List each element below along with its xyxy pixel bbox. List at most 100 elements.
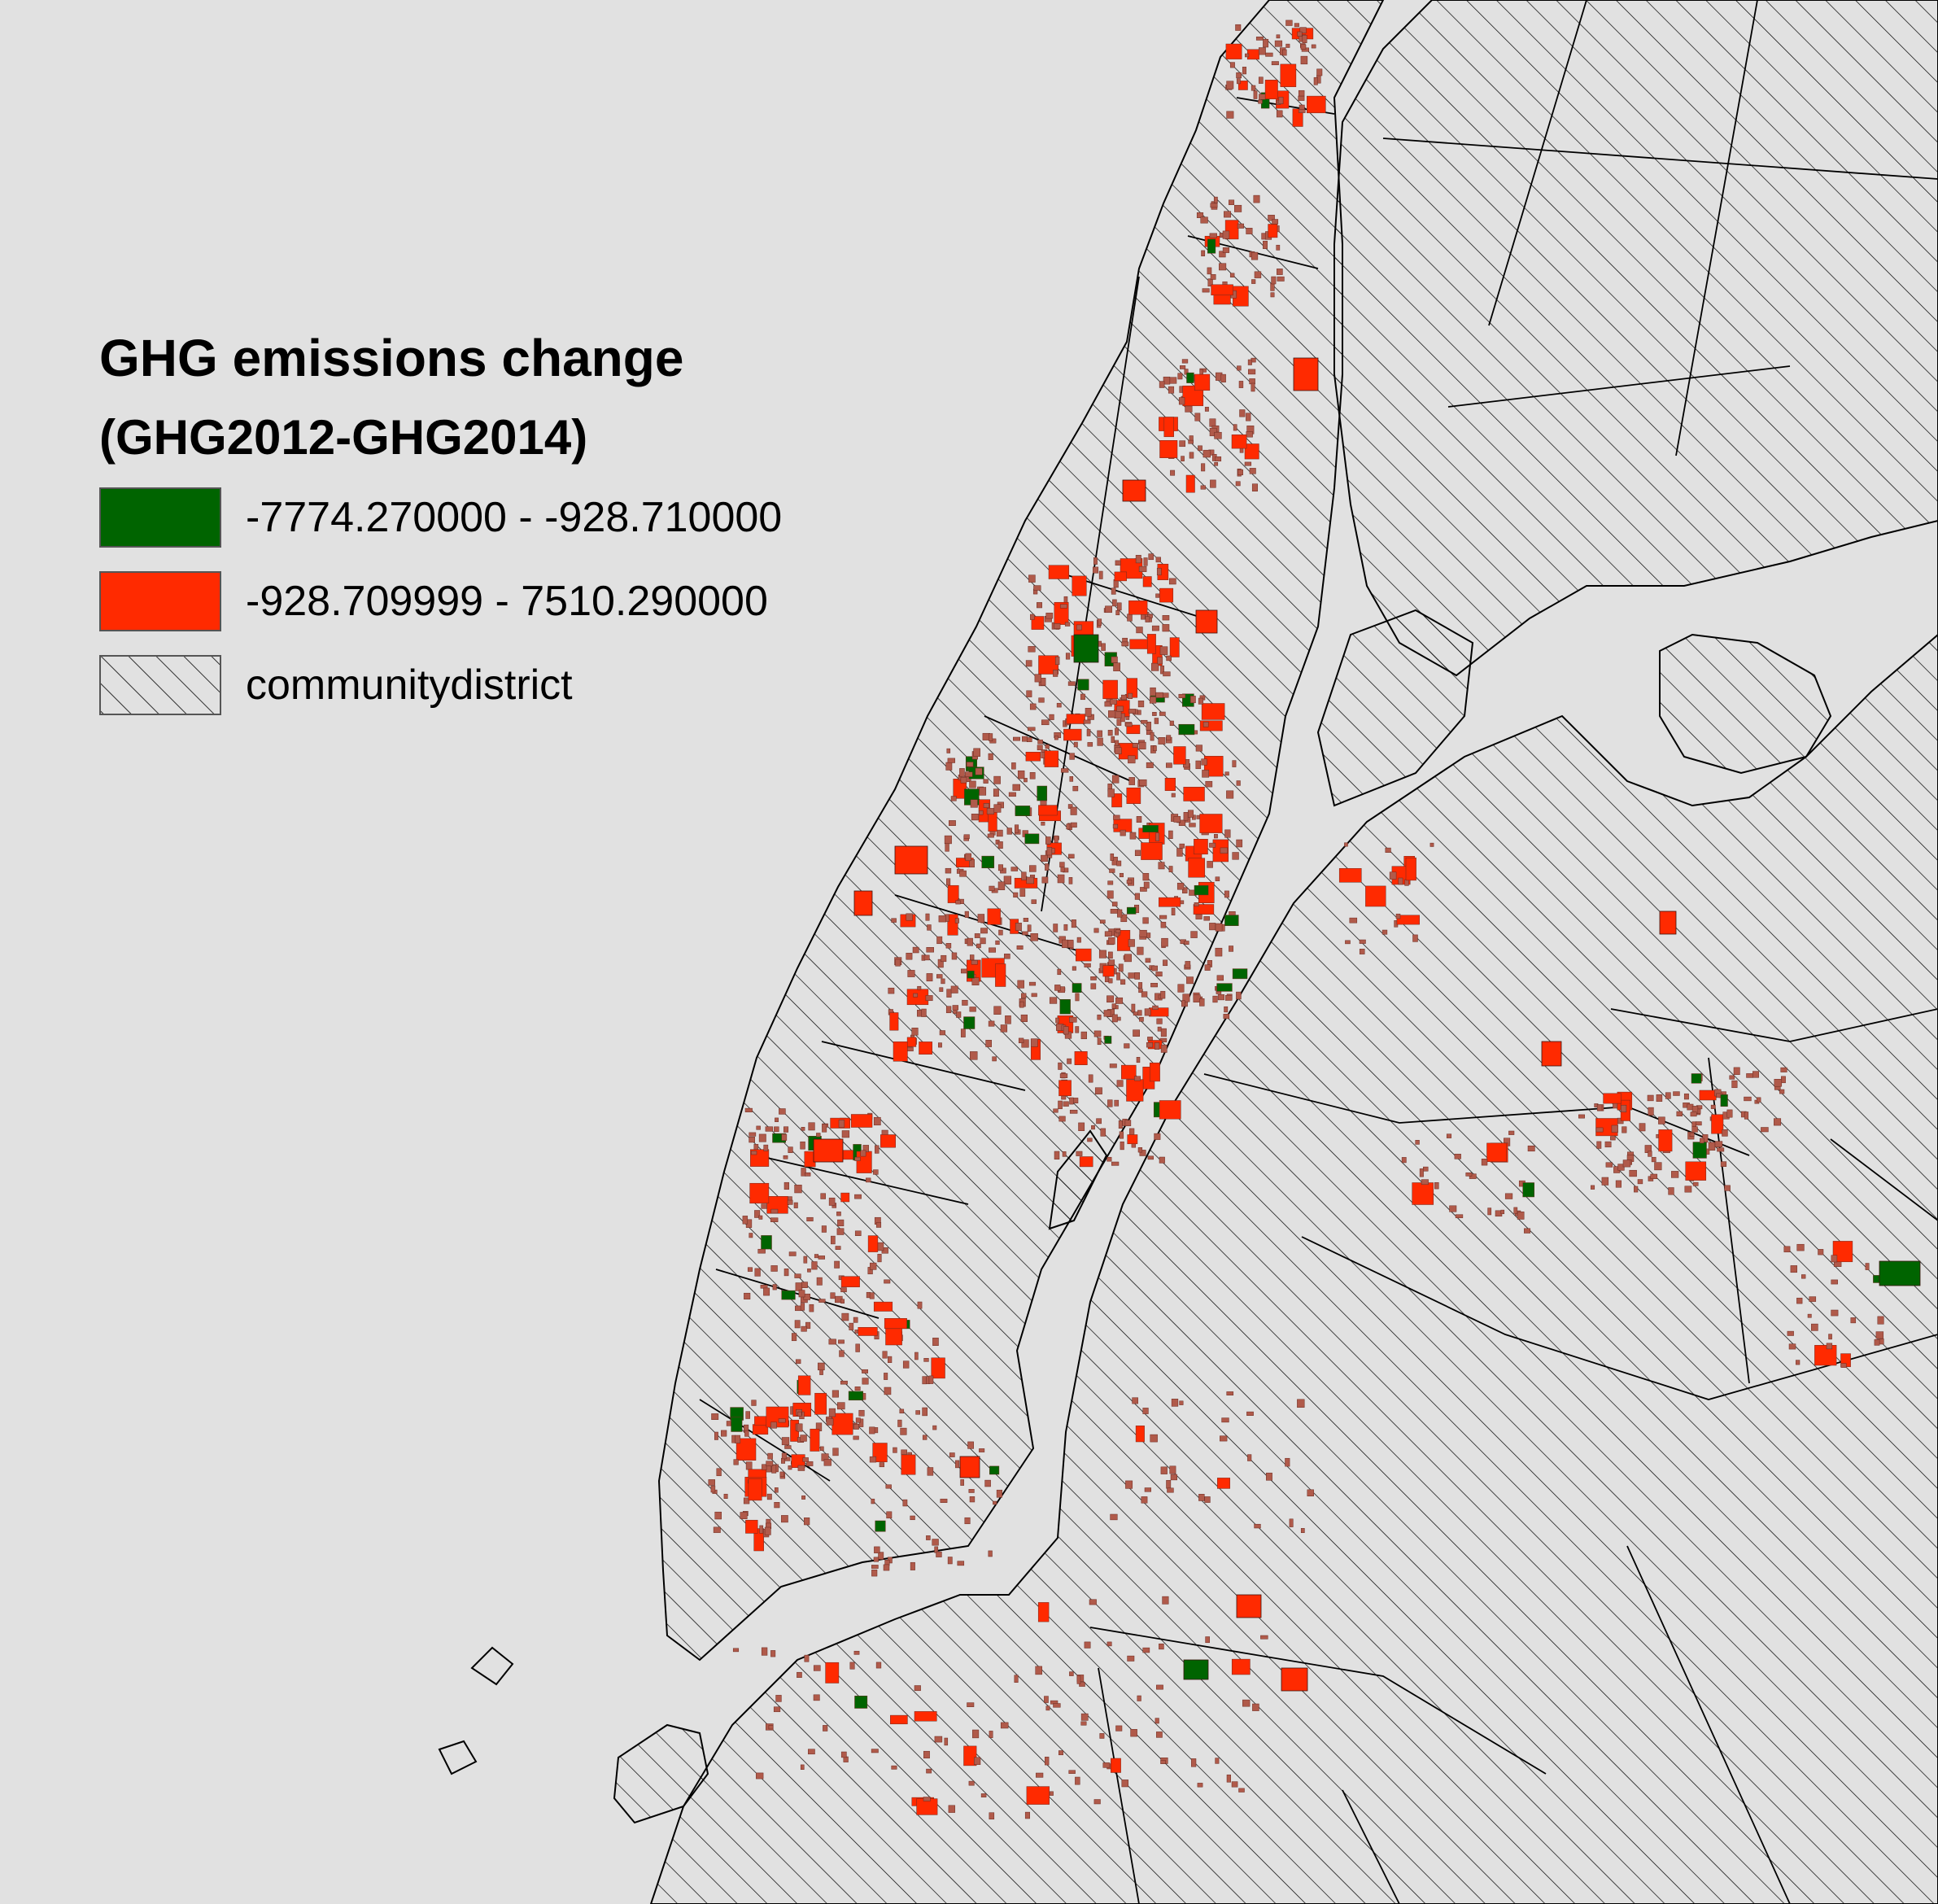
building-footprint [938,915,946,923]
building-footprint [883,1564,890,1571]
legend-item-communitydistrict: communitydistrict [99,654,782,716]
building-footprint [1673,1091,1680,1096]
building-footprint [1058,1062,1063,1070]
building-footprint [1054,736,1058,740]
building-footprint [1233,424,1237,431]
building-footprint [946,989,952,998]
building-footprint [1271,276,1277,285]
building-footprint [1237,223,1244,229]
building-footprint [767,1452,773,1460]
building-footprint [1219,263,1227,271]
building-footprint [1168,866,1173,872]
building-footprint [775,1117,779,1122]
building-footprint [1169,637,1180,657]
building-footprint [1167,1487,1174,1493]
building-footprint [840,1299,845,1304]
building-footprint [1224,771,1229,776]
building-footprint [1142,917,1149,924]
building-footprint [1134,849,1141,856]
building-footprint [972,1729,980,1739]
building-footprint [1401,1157,1407,1164]
building-footprint [826,1418,834,1426]
building-footprint [805,1172,811,1177]
building-footprint [1634,1186,1639,1193]
building-footprint [1010,867,1018,871]
building-footprint [1015,824,1019,833]
building-footprint [1069,1109,1078,1114]
building-footprint [1162,615,1170,621]
building-footprint [1610,1136,1616,1141]
building-footprint [774,1126,779,1133]
building-footprint [1139,1016,1144,1022]
building-footprint [1596,1104,1603,1111]
building-footprint [966,762,974,767]
building-footprint [914,1711,937,1722]
building-footprint [1031,616,1045,630]
building-footprint [963,1745,977,1766]
building-footprint [1622,1126,1627,1133]
building-footprint [971,977,980,985]
building-footprint [1128,709,1136,714]
building-footprint [1057,874,1065,884]
building-footprint [1068,1770,1076,1774]
building-footprint [1159,440,1178,458]
building-footprint [806,1461,814,1466]
building-footprint [1246,49,1259,60]
legend-swatch-decrease [99,487,221,548]
building-footprint [774,1487,779,1493]
building-footprint [1070,806,1077,815]
building-footprint [912,946,919,954]
building-footprint [1226,790,1234,799]
building-footprint [1124,1120,1132,1127]
building-footprint [1365,885,1386,907]
building-footprint [818,1256,825,1260]
building-footprint [1076,1151,1083,1156]
building-footprint [993,804,1002,813]
queens-brooklyn-landmass [649,521,1938,1904]
building-footprint [1179,386,1183,393]
building-footprint [1671,1171,1679,1178]
building-footprint [1621,1104,1627,1113]
building-footprint-large [1122,479,1146,502]
building-footprint [770,1650,776,1657]
building-footprint [968,1780,975,1786]
building-footprint [1223,1014,1230,1020]
building-footprint [1155,692,1163,698]
building-footprint [838,1120,845,1128]
building-footprint [732,1648,740,1653]
building-footprint [873,1169,879,1175]
building-footprint [1068,854,1075,858]
building-footprint [1242,67,1246,75]
building-footprint [1237,81,1248,90]
building-footprint [967,1702,975,1707]
building-footprint [1200,485,1206,490]
building-footprint [756,1772,764,1780]
building-footprint-large [1281,1667,1308,1692]
building-footprint [761,1203,767,1209]
building-footprint [969,858,975,868]
building-footprint [1141,719,1148,724]
building-footprint [1080,1713,1089,1721]
building-footprint [1229,911,1236,915]
building-footprint [1648,1151,1652,1157]
building-footprint [1022,931,1028,936]
building-footprint [901,1454,916,1475]
building-footprint [1215,1758,1220,1764]
building-footprint [915,1410,920,1415]
building-footprint [748,1469,767,1478]
building-footprint [1139,1150,1146,1156]
building-footprint [954,918,959,924]
building-footprint [855,1417,861,1423]
building-footprint [1832,1241,1853,1263]
building-footprint [1285,43,1290,48]
building-footprint [1796,1297,1803,1304]
building-footprint [1011,762,1016,770]
building-footprint-large [1236,1594,1262,1618]
building-footprint [1041,821,1045,826]
building-footprint [1189,452,1194,459]
building-footprint [952,1005,958,1011]
building-footprint [1129,832,1137,840]
building-footprint [1220,373,1226,382]
building-footprint [923,1797,931,1801]
